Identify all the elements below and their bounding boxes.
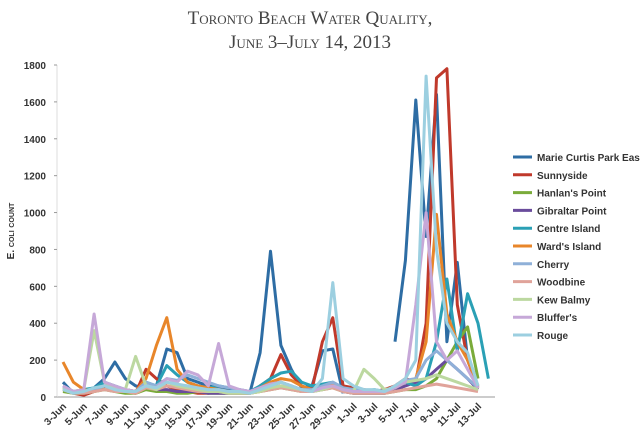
x-tick-label: 1-Jul xyxy=(335,401,359,425)
x-tick-label: 5-Jun xyxy=(63,401,90,428)
y-tick-label: 1200 xyxy=(24,172,47,183)
legend-label: Cherry xyxy=(537,260,570,271)
x-tick-label: 5-Jul xyxy=(377,401,401,425)
legend-label: Sunnyside xyxy=(537,171,588,182)
x-tick-label: 3-Jun xyxy=(42,401,69,428)
legend-label: Bluffer's xyxy=(537,313,578,324)
y-tick-label: 1400 xyxy=(24,135,47,146)
y-tick-label: 200 xyxy=(29,356,46,367)
series-line xyxy=(62,74,480,395)
series-line xyxy=(62,329,479,395)
y-tick-label: 1800 xyxy=(24,61,47,72)
legend-label: Hanlan's Point xyxy=(537,189,607,200)
x-tick-label: 3-Jul xyxy=(356,401,380,425)
y-tick-label: 800 xyxy=(29,245,46,256)
series-line xyxy=(62,211,480,393)
x-tick-label: 13-Jul xyxy=(456,401,484,429)
y-tick-label: 400 xyxy=(29,319,46,330)
legend-label: Centre Island xyxy=(537,224,600,235)
y-tick-label: 600 xyxy=(29,282,46,293)
y-axis-label: E. coli count xyxy=(6,202,17,259)
legend-label: Kew Balmy xyxy=(537,295,591,306)
legend-label: Marie Curtis Park East xyxy=(537,153,640,164)
chart-subtitle: June 3–July 14, 2013 xyxy=(229,32,391,53)
y-tick-label: 0 xyxy=(40,393,46,404)
y-tick-label: 1600 xyxy=(24,98,47,109)
x-tick-label: 7-Jul xyxy=(398,401,422,425)
y-tick-label: 1000 xyxy=(24,209,47,220)
chart-title: Toronto Beach Water Quality, xyxy=(188,8,433,29)
legend-label: Woodbine xyxy=(537,278,586,289)
x-tick-label: 7-Jun xyxy=(84,401,111,428)
legend-label: Ward's Island xyxy=(537,242,601,253)
legend-label: Rouge xyxy=(537,331,569,342)
legend-label: Gibraltar Point xyxy=(537,206,607,217)
